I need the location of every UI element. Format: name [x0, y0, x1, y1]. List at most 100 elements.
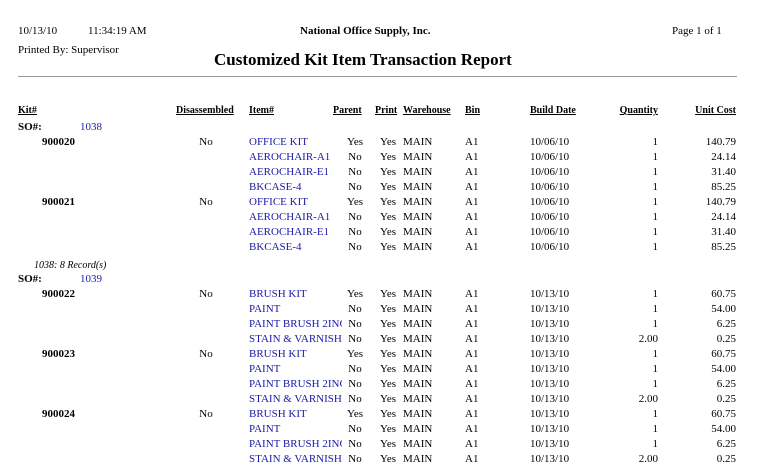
print-date: 10/13/10	[18, 25, 58, 37]
quantity: 1	[652, 303, 659, 315]
column-header: Warehouse	[403, 105, 451, 116]
build-date: 10/13/10	[530, 288, 570, 300]
build-date: 10/06/10	[530, 241, 570, 253]
unit-cost: 6.25	[716, 318, 736, 330]
print-flag: Yes	[380, 378, 397, 390]
bin: A1	[465, 393, 479, 405]
build-date: 10/13/10	[530, 318, 570, 330]
quantity: 1	[652, 438, 659, 450]
column-header: Unit Cost	[695, 105, 736, 116]
build-date: 10/13/10	[530, 303, 570, 315]
quantity: 1	[652, 318, 659, 330]
build-date: 10/13/10	[530, 423, 570, 435]
unit-cost: 6.25	[716, 378, 736, 390]
item-number: STAIN & VARNISH	[249, 393, 342, 405]
kit-number: 900024	[42, 408, 75, 420]
parent-flag: Yes	[346, 196, 363, 208]
disassembled: No	[199, 408, 213, 420]
kit-number: 900022	[42, 288, 75, 300]
print-flag: Yes	[380, 136, 397, 148]
warehouse: MAIN	[403, 348, 433, 360]
item-number: AEROCHAIR-E1	[249, 226, 330, 238]
item-number: BRUSH KIT	[249, 288, 307, 300]
bin: A1	[465, 166, 479, 178]
print-flag: Yes	[380, 181, 397, 193]
build-date: 10/13/10	[530, 363, 570, 375]
unit-cost: 31.40	[711, 226, 736, 238]
build-date: 10/06/10	[530, 136, 570, 148]
item-number: STAIN & VARNISH	[249, 453, 342, 465]
parent-flag: Yes	[346, 136, 363, 148]
print-flag: Yes	[380, 363, 397, 375]
bin: A1	[465, 211, 479, 223]
unit-cost: 0.25	[716, 333, 736, 345]
item-number: BKCASE-4	[249, 241, 302, 253]
quantity: 1	[652, 211, 659, 223]
bin: A1	[465, 453, 479, 465]
item-number: BRUSH KIT	[249, 348, 307, 360]
parent-flag: No	[348, 378, 362, 390]
so-number: 1038	[80, 121, 102, 133]
quantity: 1	[652, 166, 659, 178]
company-name: National Office Supply, Inc.	[300, 25, 431, 37]
quantity: 1	[652, 226, 659, 238]
item-number: PAINT BRUSH 2INC	[249, 378, 342, 390]
bin: A1	[465, 181, 479, 193]
bin: A1	[465, 226, 479, 238]
warehouse: MAIN	[403, 226, 433, 238]
item-number: PAINT	[249, 423, 281, 435]
warehouse: MAIN	[403, 453, 433, 465]
quantity: 1	[652, 423, 659, 435]
warehouse: MAIN	[403, 423, 433, 435]
unit-cost: 140.79	[705, 196, 736, 208]
report-title: Customized Kit Item Transaction Report	[214, 50, 512, 69]
kit-number: 900023	[42, 348, 75, 360]
quantity: 1	[652, 348, 659, 360]
quantity: 1	[652, 181, 659, 193]
warehouse: MAIN	[403, 211, 433, 223]
warehouse: MAIN	[403, 303, 433, 315]
print-flag: Yes	[380, 303, 397, 315]
bin: A1	[465, 303, 479, 315]
unit-cost: 0.25	[716, 453, 736, 465]
item-number: BRUSH KIT	[249, 408, 307, 420]
parent-flag: No	[348, 423, 362, 435]
unit-cost: 54.00	[711, 303, 736, 315]
print-flag: Yes	[380, 333, 397, 345]
parent-flag: No	[348, 318, 362, 330]
so-label: SO#:	[18, 273, 42, 285]
bin: A1	[465, 318, 479, 330]
print-flag: Yes	[380, 166, 397, 178]
print-flag: Yes	[380, 408, 397, 420]
build-date: 10/13/10	[530, 333, 570, 345]
warehouse: MAIN	[403, 166, 433, 178]
unit-cost: 54.00	[711, 363, 736, 375]
item-number: PAINT	[249, 303, 281, 315]
warehouse: MAIN	[403, 151, 433, 163]
parent-flag: Yes	[346, 288, 363, 300]
warehouse: MAIN	[403, 318, 433, 330]
unit-cost: 54.00	[711, 423, 736, 435]
bin: A1	[465, 196, 479, 208]
page-number: Page 1 of 1	[672, 25, 722, 37]
build-date: 10/13/10	[530, 348, 570, 360]
unit-cost: 0.25	[716, 393, 736, 405]
quantity: 1	[652, 288, 659, 300]
print-time: 11:34:19 AM	[88, 25, 147, 37]
warehouse: MAIN	[403, 378, 433, 390]
parent-flag: No	[348, 303, 362, 315]
print-flag: Yes	[380, 241, 397, 253]
warehouse: MAIN	[403, 288, 433, 300]
unit-cost: 60.75	[711, 408, 736, 420]
warehouse: MAIN	[403, 408, 433, 420]
bin: A1	[465, 333, 479, 345]
bin: A1	[465, 136, 479, 148]
bin: A1	[465, 363, 479, 375]
build-date: 10/06/10	[530, 226, 570, 238]
unit-cost: 85.25	[711, 241, 736, 253]
print-flag: Yes	[380, 453, 397, 465]
item-number: AEROCHAIR-A1	[249, 151, 331, 163]
build-date: 10/06/10	[530, 151, 570, 163]
parent-flag: No	[348, 166, 362, 178]
